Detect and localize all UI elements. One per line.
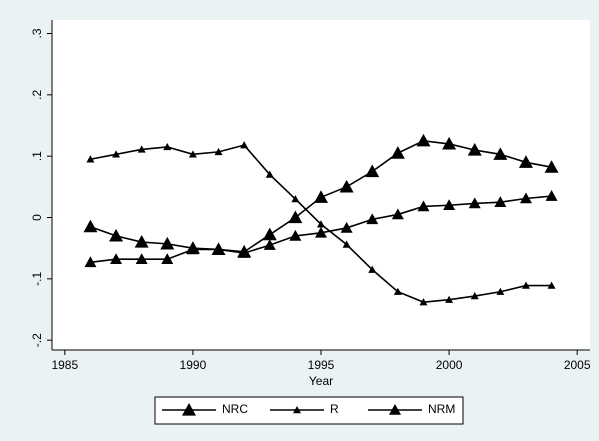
marker (393, 287, 402, 295)
marker (365, 164, 380, 178)
marker (161, 253, 174, 265)
marker (186, 243, 199, 255)
marker (339, 179, 354, 193)
marker (135, 253, 148, 265)
marker (265, 170, 274, 178)
marker (390, 146, 405, 159)
marker (291, 195, 300, 203)
marker (521, 281, 530, 289)
marker (545, 190, 558, 201)
marker (342, 240, 351, 248)
marker (188, 150, 197, 158)
marker (289, 229, 302, 241)
marker (288, 210, 303, 224)
marker (314, 190, 328, 203)
x-tick-label: 1995 (308, 358, 335, 372)
marker (83, 219, 98, 233)
x-tick-label: 1985 (51, 358, 78, 372)
marker (493, 147, 508, 160)
marker (163, 142, 172, 151)
marker (212, 243, 225, 255)
marker (391, 208, 404, 220)
marker (417, 200, 430, 212)
marker (134, 235, 149, 248)
marker (445, 295, 454, 303)
marker (368, 265, 377, 273)
marker (519, 192, 532, 204)
x-tick-label: 2005 (564, 358, 591, 372)
marker (263, 239, 276, 250)
y-tick-label: .3 (30, 28, 44, 38)
legend-marker (293, 406, 301, 414)
marker (494, 196, 507, 207)
y-tick-label: .1 (30, 151, 44, 161)
legend-marker (182, 403, 196, 416)
marker (160, 236, 175, 250)
marker (86, 155, 95, 163)
legend-label: NRM (428, 402, 455, 416)
marker (544, 160, 559, 173)
marker (238, 247, 251, 258)
marker (496, 287, 505, 295)
marker (468, 197, 481, 209)
y-tick-label: 0 (30, 214, 44, 221)
y-tick-label: -.2 (30, 333, 44, 347)
marker (137, 145, 146, 153)
marker (443, 199, 456, 211)
plot-area (52, 20, 590, 350)
legend-label: NRC (222, 402, 248, 416)
marker (416, 133, 431, 147)
marker (84, 256, 97, 268)
marker (110, 253, 123, 265)
marker (214, 147, 223, 156)
legend-label: R (330, 402, 339, 416)
marker (467, 143, 482, 156)
y-tick-label: -.1 (30, 272, 44, 286)
marker (262, 227, 277, 241)
y-tick-label: .2 (30, 90, 44, 100)
marker (366, 213, 379, 225)
marker (442, 136, 457, 150)
marker (315, 226, 327, 238)
marker (419, 298, 428, 306)
marker (109, 228, 124, 242)
marker (547, 281, 556, 289)
marker (240, 141, 249, 149)
legend-marker (389, 404, 401, 415)
x-tick-label: 1990 (180, 358, 207, 372)
marker (470, 292, 479, 300)
x-axis-label: Year (309, 374, 333, 388)
marker (518, 155, 533, 168)
marker (112, 150, 121, 158)
marker (317, 220, 325, 228)
marker (340, 221, 353, 233)
x-tick-label: 2000 (436, 358, 463, 372)
